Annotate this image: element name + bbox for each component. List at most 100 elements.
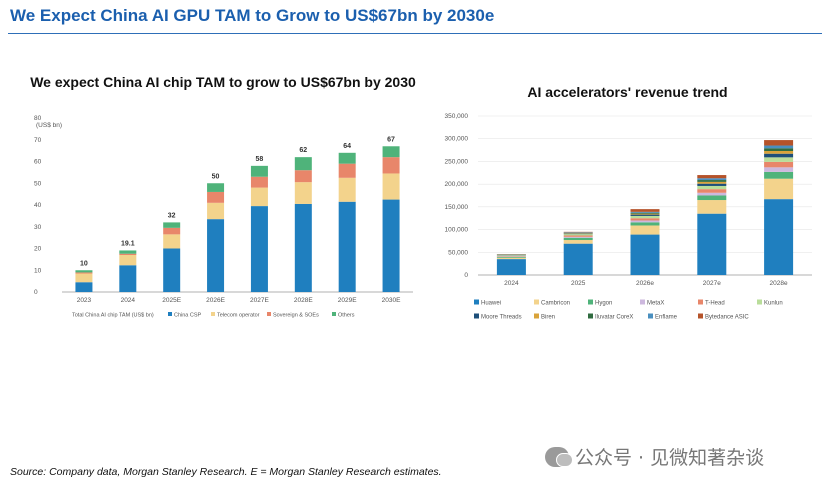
bar-segment-china-csp bbox=[338, 201, 356, 292]
bar-segment-bytedance-asic bbox=[764, 140, 794, 146]
bar-segment-enflame bbox=[764, 145, 794, 149]
legend-label: Sovereign & SOEs bbox=[273, 313, 319, 319]
watermark-text: 公众号 · 见微知著杂谈 bbox=[575, 447, 765, 469]
bar-segment-enflame bbox=[697, 178, 727, 181]
bar-segment-telecom-operator bbox=[294, 182, 312, 204]
bar-segment-telecom-operator bbox=[75, 273, 93, 283]
y-tick-label: 30 bbox=[34, 224, 42, 231]
bar-segment-others bbox=[119, 250, 137, 254]
bar-segment-t-head bbox=[563, 235, 593, 237]
bar-segment-moore-threads bbox=[630, 214, 660, 216]
left-chart-svg: (US$ bn) 0 10 20 30 40 50 60 70 80 10 2023 19.1 2024 3… bbox=[34, 115, 413, 319]
y-tick-label: 150,000 bbox=[445, 204, 469, 211]
bar-segment-china-csp bbox=[382, 199, 400, 292]
bar-segment-cambricon bbox=[764, 178, 794, 200]
bar-segment-others bbox=[294, 157, 312, 171]
bar-segment-china-csp bbox=[163, 248, 181, 292]
bar-segment-hygon bbox=[764, 171, 794, 179]
y-tick-label: 0 bbox=[464, 272, 468, 279]
bar-segment-others bbox=[338, 152, 356, 164]
title-divider bbox=[8, 33, 822, 34]
bar-segment-huawei bbox=[563, 243, 593, 275]
legend-label: Bytedance ASIC bbox=[705, 315, 749, 321]
legend-label-total: Total China AI chip TAM (US$ bn) bbox=[72, 313, 154, 319]
bar-segment-hygon bbox=[697, 195, 727, 201]
bar-segment-others bbox=[207, 183, 225, 192]
x-tick-label: 2025 bbox=[571, 280, 586, 287]
bar-segment-telecom-operator bbox=[250, 187, 268, 207]
bar-segment-telecom-operator bbox=[207, 202, 225, 220]
legend-label: Biren bbox=[541, 315, 555, 321]
legend-label: Iluvatar CoreX bbox=[595, 315, 633, 321]
bar-segment-others bbox=[163, 222, 181, 228]
x-tick-label: 2028E bbox=[294, 297, 313, 304]
bar-segment-sovereign-soes bbox=[294, 170, 312, 183]
bar-segment-kunlun bbox=[697, 185, 727, 190]
legend-swatch bbox=[698, 299, 703, 305]
legend-label: MetaX bbox=[647, 301, 664, 307]
x-tick-label: 2025E bbox=[162, 297, 181, 304]
bar-segment-china-csp bbox=[250, 206, 268, 292]
y-tick-label: 20 bbox=[34, 246, 42, 253]
legend-label: Telecom operator bbox=[217, 313, 260, 319]
total-data-label: 62 bbox=[299, 147, 307, 154]
bar-segment-bytedance-asic bbox=[697, 175, 727, 179]
bar-segment-t-head bbox=[764, 161, 794, 168]
bar-segment-telecom-operator bbox=[382, 173, 400, 200]
legend-swatch bbox=[648, 313, 653, 319]
legend-swatch bbox=[168, 312, 172, 316]
bar-segment-kunlun bbox=[764, 157, 794, 162]
bar-segment-huawei bbox=[764, 199, 794, 275]
bar-segment-hygon bbox=[496, 256, 526, 258]
bar-segment-sovereign-soes bbox=[119, 253, 137, 256]
y-axis-unit-label: (US$ bn) bbox=[36, 122, 62, 129]
bar-segment-moore-threads bbox=[764, 153, 794, 158]
legend-label: Kunlun bbox=[764, 301, 783, 307]
bar-segment-cambricon bbox=[697, 200, 727, 214]
right-chart-svg: 0 50,000 100,000 150,000 200,000 250,000 300,0… bbox=[445, 113, 812, 321]
right-chart-title: AI accelerators' revenue trend bbox=[527, 84, 728, 100]
total-data-label: 58 bbox=[256, 156, 264, 163]
bar-segment-t-head bbox=[630, 218, 660, 221]
total-data-label: 19.1 bbox=[121, 240, 135, 247]
bar-segment-telecom-operator bbox=[338, 177, 356, 202]
legend-swatch bbox=[474, 313, 479, 319]
x-tick-label: 2029E bbox=[338, 297, 357, 304]
x-tick-label: 2026E bbox=[206, 297, 225, 304]
y-tick-label: 350,000 bbox=[445, 113, 469, 120]
left-chart-title: We expect China AI chip TAM to grow to U… bbox=[30, 74, 416, 90]
bar-segment-others bbox=[250, 165, 268, 177]
x-tick-label: 2028e bbox=[770, 280, 788, 287]
bar-segment-telecom-operator bbox=[163, 234, 181, 249]
legend-label: Cambricon bbox=[541, 301, 570, 307]
bar-segment-cambricon bbox=[496, 257, 526, 260]
x-tick-label: 2027e bbox=[703, 280, 721, 287]
bar-segment-metax bbox=[563, 236, 593, 238]
bar-segment-biren bbox=[630, 213, 660, 215]
bar-segment-hygon bbox=[630, 222, 660, 226]
y-tick-label: 100,000 bbox=[445, 227, 469, 234]
y-tick-label: 80 bbox=[34, 115, 42, 122]
bar-segment-sovereign-soes bbox=[163, 227, 181, 235]
y-tick-label: 250,000 bbox=[445, 158, 469, 165]
bar-segment-sovereign-soes bbox=[75, 272, 93, 274]
legend-swatch bbox=[588, 299, 593, 305]
legend-swatch bbox=[474, 299, 479, 305]
x-tick-label: 2024 bbox=[121, 297, 136, 304]
bar-segment-kunlun bbox=[563, 234, 593, 236]
legend-swatch bbox=[211, 312, 215, 316]
total-data-label: 64 bbox=[343, 143, 351, 150]
bar-segment-enflame bbox=[630, 211, 660, 213]
bar-segment-moore-threads bbox=[697, 183, 727, 186]
source-note: Source: Company data, Morgan Stanley Res… bbox=[10, 466, 442, 478]
ai-accelerators-revenue-chart: AI accelerators' revenue trend 0 50,000 10… bbox=[430, 82, 825, 332]
watermark: 公众号 · 见微知著杂谈 bbox=[545, 443, 764, 470]
x-tick-label: 2030E bbox=[382, 297, 401, 304]
bar-segment-biren bbox=[764, 150, 794, 154]
bar-segment-huawei bbox=[630, 234, 660, 275]
legend-label: China CSP bbox=[174, 313, 202, 319]
y-tick-label: 50,000 bbox=[448, 249, 468, 256]
total-data-label: 32 bbox=[168, 212, 176, 219]
bar-segment-iluvatar-corex bbox=[764, 148, 794, 151]
bar-segment-telecom-operator bbox=[119, 255, 137, 266]
